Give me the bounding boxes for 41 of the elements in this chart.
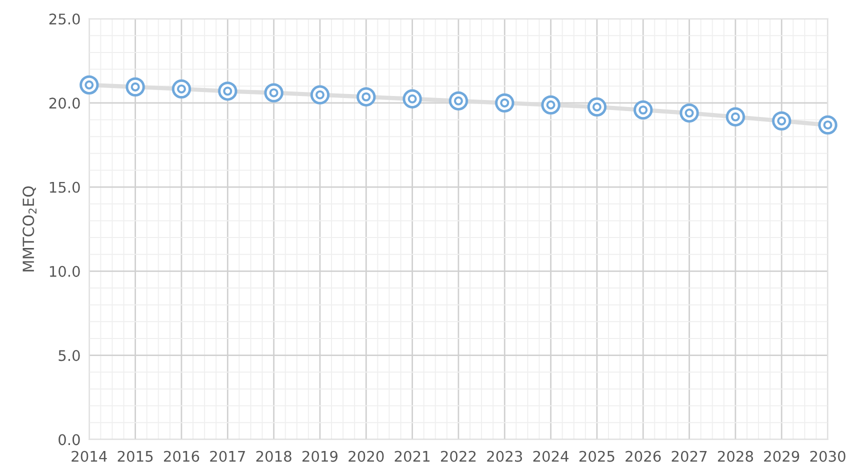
point bbox=[587, 97, 607, 117]
point bbox=[126, 77, 145, 97]
x-tick-label: 2016 bbox=[164, 450, 200, 462]
x-tick-label: 2020 bbox=[348, 450, 384, 462]
x-tick-label: 2021 bbox=[394, 450, 430, 462]
point bbox=[218, 82, 238, 101]
point bbox=[772, 111, 792, 131]
y-axis-title: MMTCO$_{2}$EQ bbox=[22, 186, 36, 272]
point bbox=[402, 89, 422, 108]
x-tick-label: 2025 bbox=[579, 450, 614, 462]
y-tick-label: 25.0 bbox=[49, 14, 80, 25]
x-tick-label: 2028 bbox=[718, 450, 754, 462]
x-tick-label: 2023 bbox=[487, 450, 522, 462]
x-tick-label: 2018 bbox=[256, 450, 292, 462]
point bbox=[448, 91, 468, 110]
x-tick-label: 2029 bbox=[764, 450, 800, 462]
point bbox=[680, 103, 699, 123]
y-tick-label: 0.0 bbox=[58, 434, 80, 446]
x-tick-label: 2015 bbox=[118, 450, 153, 462]
x-tick-label: 2017 bbox=[210, 450, 245, 462]
point bbox=[726, 107, 746, 126]
point bbox=[541, 95, 560, 115]
x-tick-label: 2027 bbox=[672, 450, 707, 462]
point bbox=[310, 85, 330, 104]
point bbox=[172, 79, 192, 99]
point bbox=[634, 100, 653, 120]
y-tick-label: 5.0 bbox=[58, 350, 80, 362]
x-tick-label: 2024 bbox=[533, 450, 569, 462]
point bbox=[356, 87, 376, 106]
y-tick-label: 10.0 bbox=[50, 266, 80, 277]
point bbox=[264, 83, 284, 102]
x-tick-label: 2030 bbox=[810, 450, 846, 462]
point bbox=[495, 93, 514, 113]
y-tick-label: 15.0 bbox=[50, 182, 80, 193]
x-tick-label: 2019 bbox=[302, 450, 338, 462]
x-tick-label: 2022 bbox=[440, 450, 476, 462]
point bbox=[80, 75, 99, 95]
y-tick-label: 20.0 bbox=[49, 98, 80, 109]
x-tick-label: 2014 bbox=[72, 450, 107, 462]
x-tick-label: 2026 bbox=[626, 450, 661, 462]
point bbox=[818, 115, 838, 135]
